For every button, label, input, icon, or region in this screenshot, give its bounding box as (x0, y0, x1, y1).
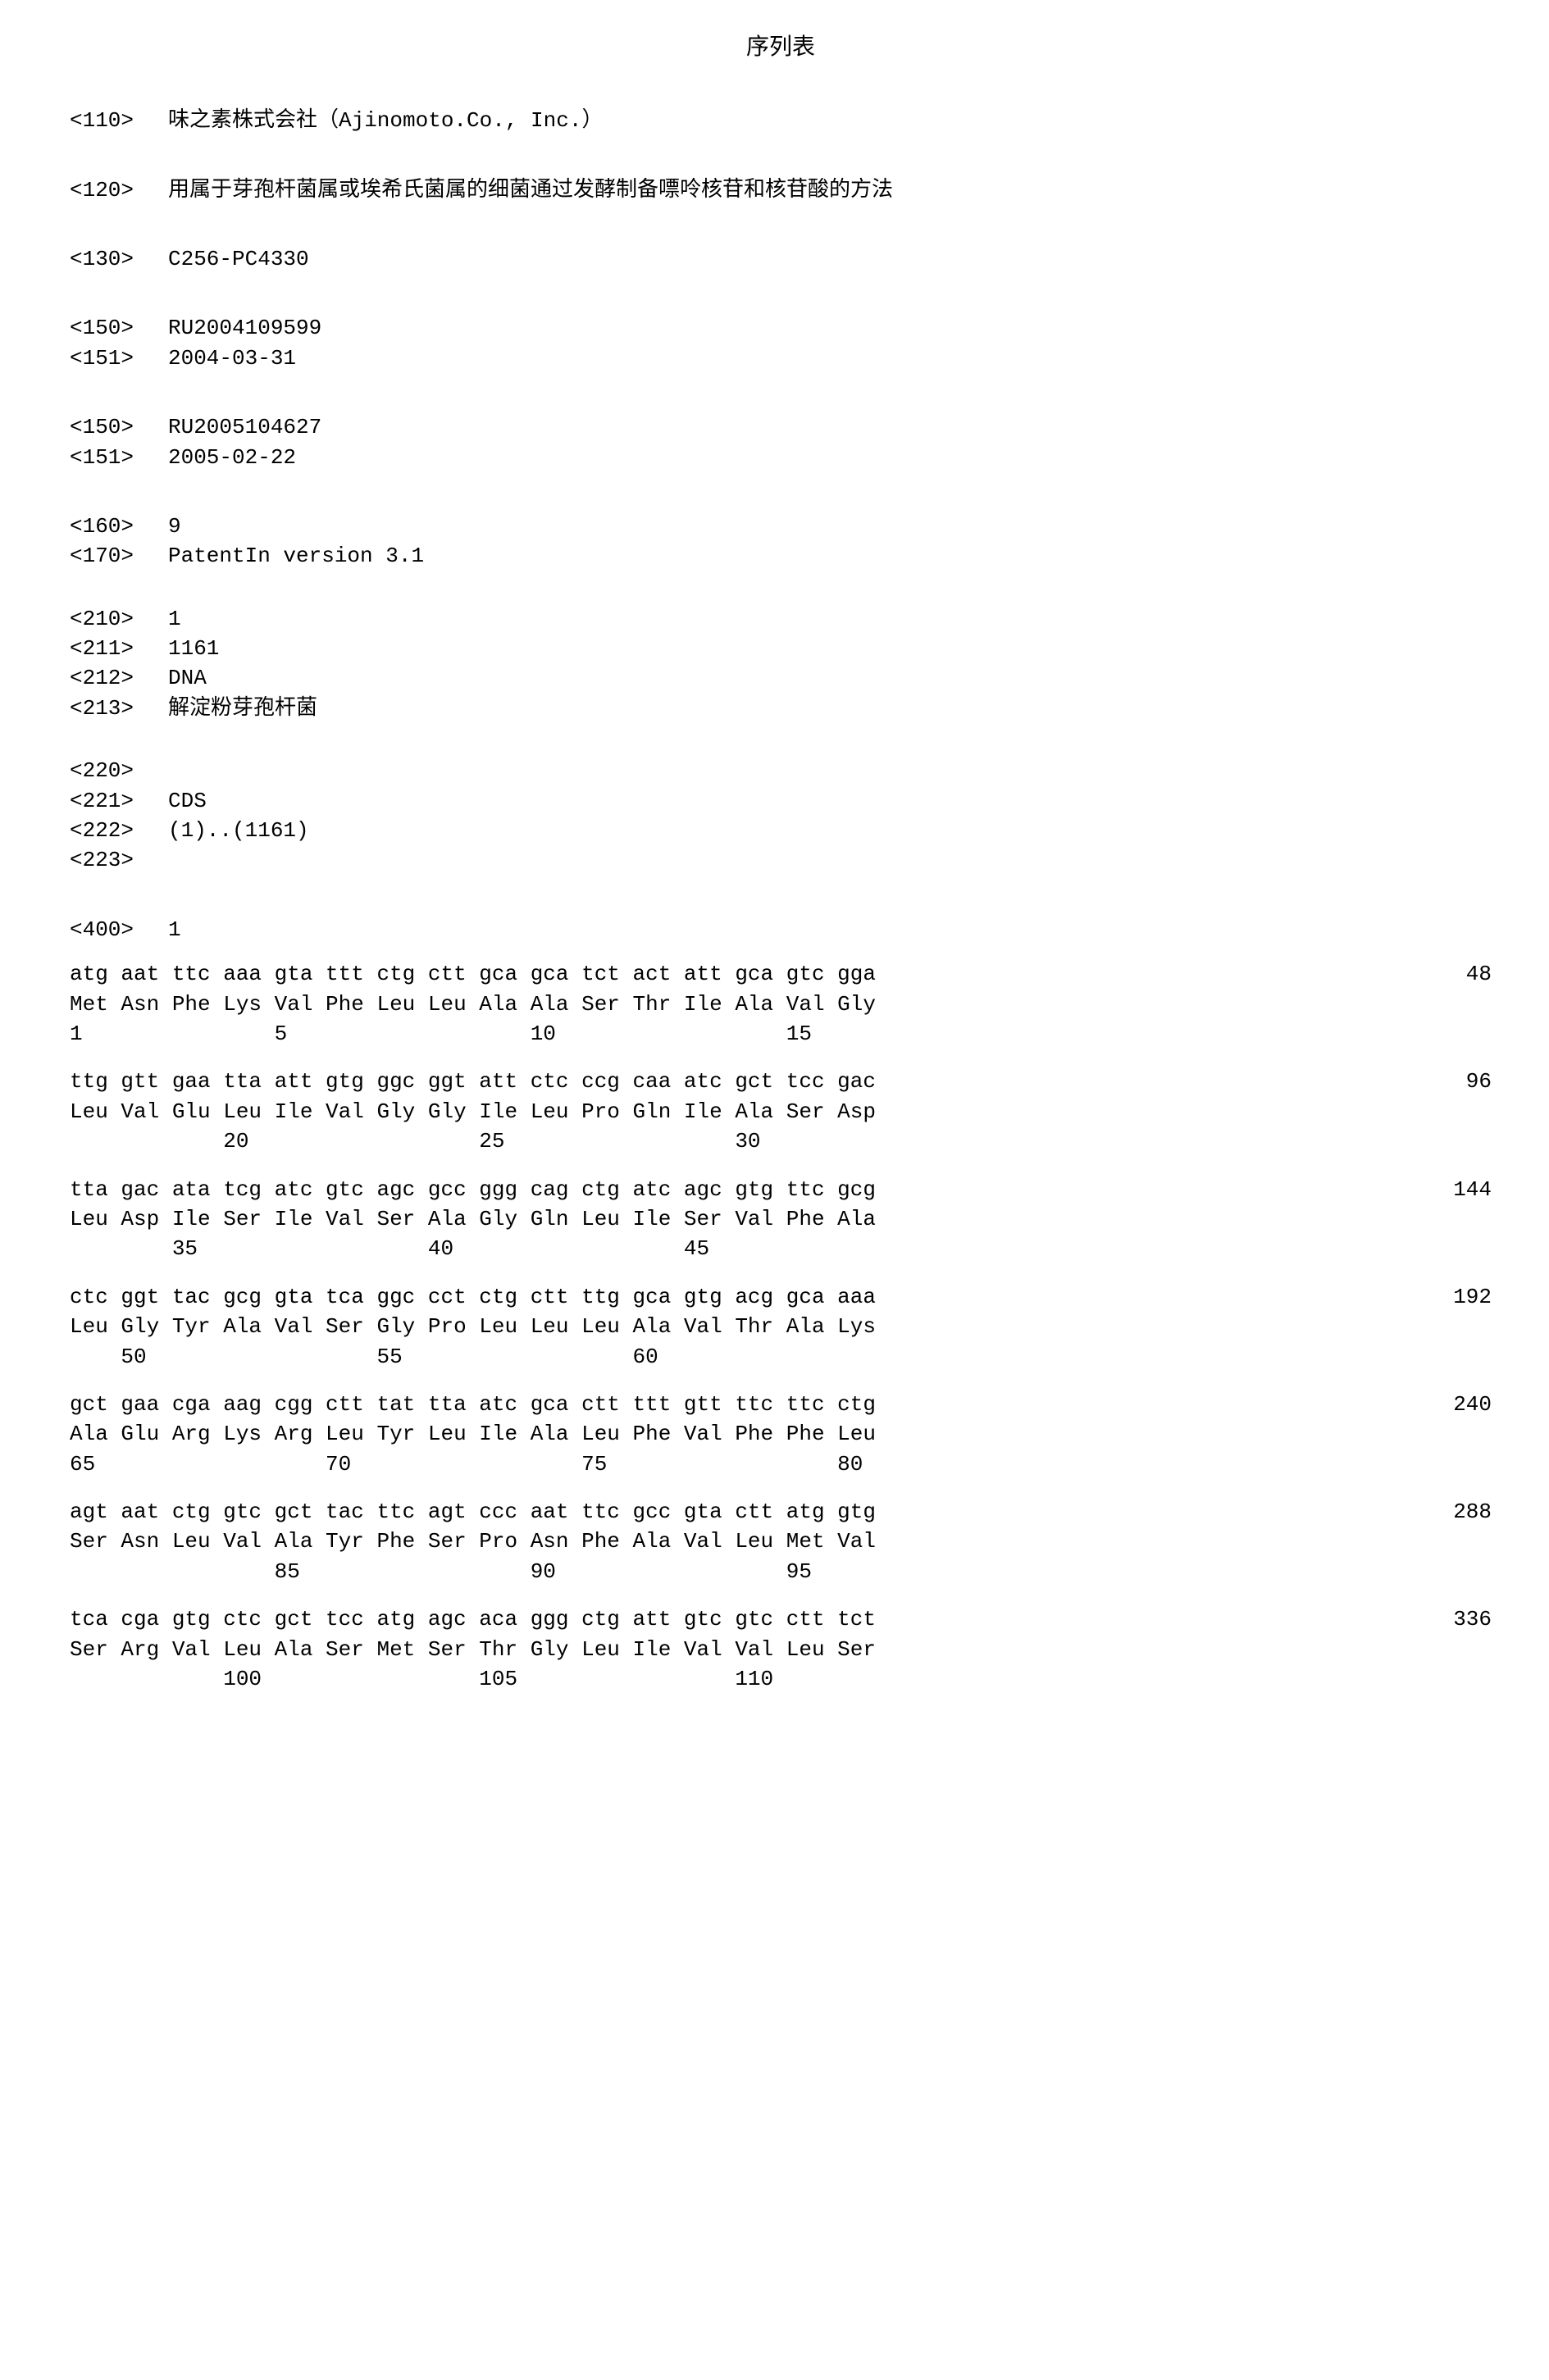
val-211: 1161 (168, 636, 219, 661)
val-p2-151: 2005-02-22 (168, 445, 296, 470)
val-221: CDS (168, 789, 207, 813)
dna-position-number: 240 (1418, 1390, 1492, 1419)
position-index-row: 50 55 60 (70, 1342, 1492, 1372)
dna-row: tca cga gtg ctc gct tcc atg agc aca ggg … (70, 1604, 1492, 1634)
tag-220: <220> (70, 756, 168, 785)
amino-acid-row: Leu Asp Ile Ser Ile Val Ser Ala Gly Gln … (70, 1204, 1492, 1234)
seq-400: <400>1 (70, 915, 1492, 944)
val-p2-150: RU2005104627 (168, 415, 321, 439)
position-index-row: 100 105 110 (70, 1664, 1492, 1694)
amino-acid-row: Ala Glu Arg Lys Arg Leu Tyr Leu Ile Ala … (70, 1419, 1492, 1449)
position-index-row: 35 40 45 (70, 1234, 1492, 1263)
val-400: 1 (168, 917, 181, 942)
val-160: 9 (168, 514, 181, 539)
dna-row: ttg gtt gaa tta att gtg ggc ggt att ctc … (70, 1067, 1492, 1096)
tag-p1-150: <150> (70, 313, 168, 343)
feat-221: <221>CDS (70, 786, 1492, 816)
dna-position-number: 192 (1418, 1282, 1492, 1312)
dna-position-number: 96 (1418, 1067, 1492, 1096)
tag-210: <210> (70, 604, 168, 634)
seq-212: <212>DNA (70, 663, 1492, 693)
tag-p1-151: <151> (70, 344, 168, 373)
feat-222: <222>(1)..(1161) (70, 816, 1492, 845)
dna-codons: ttg gtt gaa tta att gtg ggc ggt att ctc … (70, 1067, 876, 1096)
tag-110: <110> (70, 106, 168, 135)
position-index-row: 65 70 75 80 (70, 1449, 1492, 1479)
val-110: 味之素株式会社（Ajinomoto.Co., Inc.） (168, 108, 603, 133)
tag-170: <170> (70, 541, 168, 571)
seq-211: <211>1161 (70, 634, 1492, 663)
amino-acid-row: Leu Val Glu Leu Ile Val Gly Gly Ile Leu … (70, 1097, 1492, 1126)
amino-acid-row: Met Asn Phe Lys Val Phe Leu Leu Ala Ala … (70, 990, 1492, 1019)
tag-223: <223> (70, 845, 168, 875)
amino-acid-row: Ser Arg Val Leu Ala Ser Met Ser Thr Gly … (70, 1635, 1492, 1664)
dna-codons: gct gaa cga aag cgg ctt tat tta atc gca … (70, 1390, 876, 1419)
tag-222: <222> (70, 816, 168, 845)
dna-position-number: 288 (1418, 1497, 1492, 1527)
position-index-row: 20 25 30 (70, 1126, 1492, 1156)
dna-codons: atg aat ttc aaa gta ttt ctg ctt gca gca … (70, 959, 876, 989)
seq-213: <213>解淀粉芽孢杆菌 (70, 694, 1492, 723)
tag-p2-151: <151> (70, 443, 168, 472)
tag-120: <120> (70, 175, 168, 205)
val-120: 用属于芽孢杆菌属或埃希氏菌属的细菌通过发酵制备嘌呤核苷和核苷酸的方法 (168, 178, 893, 203)
tag-213: <213> (70, 694, 168, 723)
dna-row: tta gac ata tcg atc gtc agc gcc ggg cag … (70, 1175, 1492, 1204)
amino-acid-row: Ser Asn Leu Val Ala Tyr Phe Ser Pro Asn … (70, 1527, 1492, 1556)
priority2-150: <150>RU2005104627 (70, 412, 1492, 442)
dna-position-number: 48 (1418, 959, 1492, 989)
dna-position-number: 336 (1418, 1604, 1492, 1634)
dna-row: agt aat ctg gtc gct tac ttc agt ccc aat … (70, 1497, 1492, 1527)
priority2-151: <151>2005-02-22 (70, 443, 1492, 472)
tag-160: <160> (70, 512, 168, 541)
amino-acid-row: Leu Gly Tyr Ala Val Ser Gly Pro Leu Leu … (70, 1312, 1492, 1341)
dna-row: ctc ggt tac gcg gta tca ggc cct ctg ctt … (70, 1282, 1492, 1312)
position-index-row: 85 90 95 (70, 1557, 1492, 1586)
dna-row: gct gaa cga aag cgg ctt tat tta atc gca … (70, 1390, 1492, 1419)
val-130: C256-PC4330 (168, 247, 309, 271)
val-222: (1)..(1161) (168, 818, 309, 843)
dna-position-number: 144 (1418, 1175, 1492, 1204)
header-170: <170>PatentIn version 3.1 (70, 541, 1492, 571)
header-130: <130>C256-PC4330 (70, 244, 1492, 274)
header-110: <110>味之素株式会社（Ajinomoto.Co., Inc.） (70, 106, 1492, 135)
dna-row: atg aat ttc aaa gta ttt ctg ctt gca gca … (70, 959, 1492, 989)
feat-223: <223> (70, 845, 1492, 875)
feat-220: <220> (70, 756, 1492, 785)
priority1-151: <151>2004-03-31 (70, 344, 1492, 373)
sequence-listing-title: 序列表 (70, 33, 1492, 65)
tag-400: <400> (70, 915, 168, 944)
position-index-row: 1 5 10 15 (70, 1019, 1492, 1049)
dna-codons: agt aat ctg gtc gct tac ttc agt ccc aat … (70, 1497, 876, 1527)
header-160: <160>9 (70, 512, 1492, 541)
dna-codons: tca cga gtg ctc gct tcc atg agc aca ggg … (70, 1604, 876, 1634)
val-170: PatentIn version 3.1 (168, 544, 424, 568)
priority1-150: <150>RU2004109599 (70, 313, 1492, 343)
dna-codons: tta gac ata tcg atc gtc agc gcc ggg cag … (70, 1175, 876, 1204)
tag-p2-150: <150> (70, 412, 168, 442)
val-213: 解淀粉芽孢杆菌 (168, 696, 317, 721)
header-120: <120>用属于芽孢杆菌属或埃希氏菌属的细菌通过发酵制备嘌呤核苷和核苷酸的方法 (70, 175, 1492, 205)
val-p1-150: RU2004109599 (168, 316, 321, 340)
sequence-table: atg aat ttc aaa gta ttt ctg ctt gca gca … (70, 959, 1492, 1694)
dna-codons: ctc ggt tac gcg gta tca ggc cct ctg ctt … (70, 1282, 876, 1312)
val-210: 1 (168, 607, 181, 631)
val-p1-151: 2004-03-31 (168, 346, 296, 371)
tag-221: <221> (70, 786, 168, 816)
seq-210: <210>1 (70, 604, 1492, 634)
tag-211: <211> (70, 634, 168, 663)
val-212: DNA (168, 666, 207, 690)
tag-130: <130> (70, 244, 168, 274)
tag-212: <212> (70, 663, 168, 693)
